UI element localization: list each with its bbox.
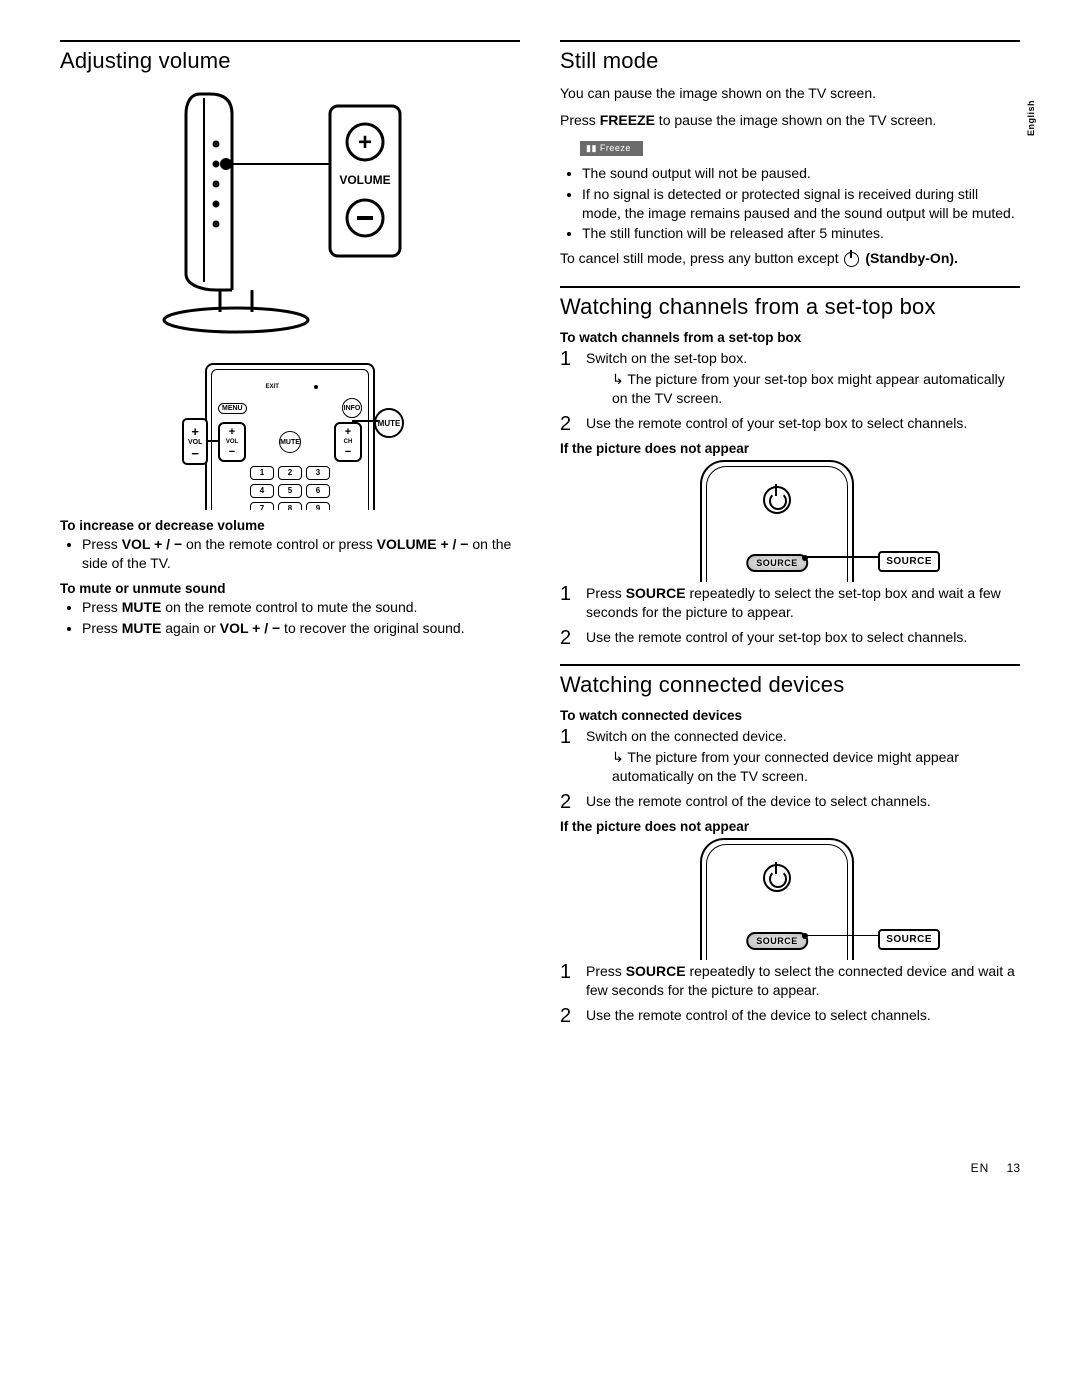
numbered-list: Switch on the set-top box. The picture f… (560, 349, 1020, 433)
subheading: If the picture does not appear (560, 819, 1020, 834)
two-column-layout: Adjusting volume (60, 40, 1020, 1031)
bullet-list: Press MUTE on the remote control to mute… (60, 598, 520, 638)
source-diagram: SOURCE SOURCE (640, 460, 940, 580)
subheading: To watch channels from a set-top box (560, 330, 1020, 345)
section-title-still-mode: Still mode (560, 48, 1020, 74)
mute-callout: MUTE (374, 408, 404, 438)
sub-step: The picture from your connected device m… (586, 748, 1020, 786)
source-diagram: SOURCE SOURCE (640, 838, 940, 958)
step-item: Use the remote control of your set-top b… (560, 628, 1020, 647)
menu-button: MENU (218, 403, 247, 414)
section-title-adjusting-volume: Adjusting volume (60, 48, 520, 74)
section-rule (560, 40, 1020, 42)
subheading: To mute or unmute sound (60, 581, 520, 596)
bullet-item: The still function will be released afte… (582, 224, 1020, 243)
left-column: Adjusting volume (60, 40, 520, 1031)
vol-rocker: +VOL− (218, 422, 246, 462)
right-column: Still mode You can pause the image shown… (560, 40, 1020, 1031)
bullet-item: Press VOL + / − on the remote control or… (82, 535, 520, 573)
body-text: You can pause the image shown on the TV … (560, 84, 1020, 103)
subheading: If the picture does not appear (560, 441, 1020, 456)
step-item: Press SOURCE repeatedly to select the se… (560, 584, 1020, 622)
vol-callout: +VOL− (182, 418, 208, 465)
language-tab: English (1026, 100, 1036, 136)
svg-text:+: + (358, 129, 372, 156)
ch-rocker: +CH− (334, 422, 362, 462)
step-item: Use the remote control of the device to … (560, 1006, 1020, 1025)
footer-page: 13 (1007, 1161, 1020, 1175)
section-title-settop: Watching channels from a set-top box (560, 294, 1020, 320)
keypad-row: 1 2 3 (218, 466, 362, 480)
step-item: Use the remote control of your set-top b… (560, 414, 1020, 433)
power-icon (844, 252, 859, 267)
footer-lang: EN (971, 1161, 990, 1175)
bullet-item: Press MUTE on the remote control to mute… (82, 598, 520, 617)
source-callout: SOURCE (878, 551, 940, 572)
power-icon (763, 864, 791, 892)
info-button: INFO (342, 398, 362, 418)
step-item: Press SOURCE repeatedly to select the co… (560, 962, 1020, 1000)
numbered-list: Switch on the connected device. The pict… (560, 727, 1020, 811)
subheading: To increase or decrease volume (60, 518, 520, 533)
numbered-list: Press SOURCE repeatedly to select the co… (560, 962, 1020, 1025)
tv-side-diagram: + VOLUME (140, 84, 440, 347)
source-callout: SOURCE (878, 929, 940, 950)
subheading: To watch connected devices (560, 708, 1020, 723)
section-rule (560, 286, 1020, 288)
section-rule (560, 664, 1020, 666)
step-item: Switch on the set-top box. The picture f… (560, 349, 1020, 408)
bullet-item: The sound output will not be paused. (582, 164, 1020, 183)
sub-step: The picture from your set-top box might … (586, 370, 1020, 408)
bullet-list: The sound output will not be paused. If … (560, 164, 1020, 244)
section-rule (60, 40, 520, 42)
source-button: SOURCE (746, 932, 808, 950)
step-item: Use the remote control of the device to … (560, 792, 1020, 811)
freeze-badge: ▮▮ Freeze (580, 141, 643, 156)
body-text: Press FREEZE to pause the image shown on… (560, 111, 1020, 130)
bullet-list: Press VOL + / − on the remote control or… (60, 535, 520, 573)
section-title-connected: Watching connected devices (560, 672, 1020, 698)
numbered-list: Press SOURCE repeatedly to select the se… (560, 584, 1020, 647)
power-icon (763, 486, 791, 514)
bullet-item: Press MUTE again or VOL + / − to recover… (82, 619, 520, 638)
body-text: To cancel still mode, press any button e… (560, 249, 1020, 268)
step-item: Switch on the connected device. The pict… (560, 727, 1020, 786)
mute-button: MUTE (279, 431, 301, 453)
remote-diagram: X EXIT X MENU INFO +VOL− MUTE +CH− (205, 363, 375, 510)
page-footer: EN 13 (60, 1161, 1020, 1175)
source-button: SOURCE (746, 554, 808, 572)
volume-label: VOLUME (339, 173, 390, 187)
bullet-item: If no signal is detected or protected si… (582, 185, 1020, 223)
